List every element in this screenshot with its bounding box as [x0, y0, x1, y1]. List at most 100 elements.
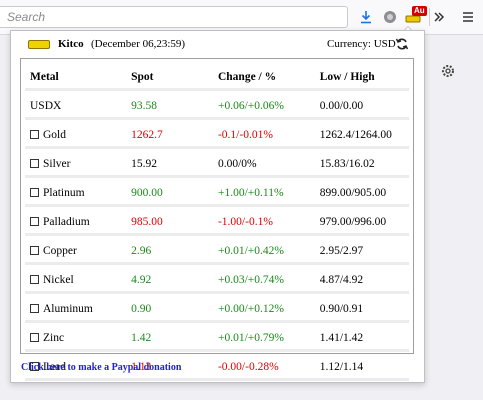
- column-header-metal: Metal: [25, 65, 127, 91]
- metal-name: Platinum: [43, 186, 85, 199]
- metal-checkbox[interactable]: [30, 332, 39, 342]
- metal-cell: Aluminum: [25, 297, 127, 323]
- metal-checkbox[interactable]: [30, 129, 39, 139]
- metal-name: Zinc: [43, 331, 65, 344]
- spot-price: 15.92: [126, 152, 213, 178]
- price-change: -0.1/-0.01%: [212, 123, 315, 149]
- table-row: USDX 93.58 +0.06/+0.06% 0.00/0.00: [25, 94, 409, 120]
- low-high: 1.12/1.14: [314, 355, 409, 381]
- price-change: +0.06/+0.06%: [212, 94, 315, 120]
- currency-label: Currency: USD: [327, 38, 396, 50]
- column-header-spot: Spot: [126, 65, 213, 91]
- column-header-change: Change / %: [212, 65, 315, 91]
- table-row: Nickel 4.92 +0.03/+0.74% 4.87/4.92: [25, 268, 409, 294]
- table-row: Copper 2.96 +0.01/+0.42% 2.95/2.97: [25, 239, 409, 265]
- overflow-button[interactable]: [428, 6, 450, 28]
- metal-name: Lead: [43, 360, 66, 373]
- prices-table-box: Metal Spot Change / % Low / High USDX 93.…: [20, 58, 414, 381]
- hamburger-menu-icon: [463, 12, 473, 22]
- au-badge: Au: [412, 6, 427, 16]
- low-high: 2.95/2.97: [314, 239, 409, 265]
- table-row: Palladium 985.00 -1.00/-0.1% 979.00/996.00: [25, 210, 409, 236]
- price-change: +0.03/+0.74%: [212, 268, 315, 294]
- download-icon: [361, 11, 371, 24]
- metal-checkbox[interactable]: [30, 187, 39, 197]
- metal-cell: Silver: [25, 152, 127, 178]
- table-row: Zinc 1.42 +0.01/+0.79% 1.41/1.42: [25, 326, 409, 352]
- menu-button[interactable]: [457, 6, 479, 28]
- spot-price: 1.42: [126, 326, 213, 352]
- low-high: 1.41/1.42: [314, 326, 409, 352]
- price-change: +0.01/+0.42%: [212, 239, 315, 265]
- metal-name: Gold: [43, 128, 66, 141]
- metal-cell: Palladium: [25, 210, 127, 236]
- metal-cell: Platinum: [25, 181, 127, 207]
- metal-cell: Nickel: [25, 268, 127, 294]
- low-high: 1262.4/1264.00: [314, 123, 409, 149]
- metal-name: Silver: [43, 157, 71, 170]
- refresh-icon[interactable]: [395, 37, 409, 51]
- table-body: USDX 93.58 +0.06/+0.06% 0.00/0.00 Gold 1262.7…: [25, 94, 409, 381]
- table-row: Platinum 900.00 +1.00/+0.11% 899.00/905.00: [25, 181, 409, 207]
- popup-arrow: [402, 26, 414, 32]
- price-change: -1.00/-0.1%: [212, 210, 315, 236]
- spot-price: 985.00: [126, 210, 213, 236]
- table-row: Aluminum 0.90 +0.00/+0.12% 0.90/0.91: [25, 297, 409, 323]
- search-box[interactable]: Search: [0, 6, 348, 28]
- gold-bar-icon: [405, 15, 421, 23]
- low-high: 4.87/4.92: [314, 268, 409, 294]
- spot-price: 1262.7: [126, 123, 213, 149]
- download-button[interactable]: [355, 6, 377, 28]
- metal-checkbox[interactable]: [30, 158, 39, 168]
- metal-checkbox[interactable]: [30, 303, 39, 313]
- search-input[interactable]: Search: [7, 10, 46, 24]
- spot-price: 2.96: [126, 239, 213, 265]
- low-high: 0.00/0.00: [314, 94, 409, 120]
- metal-cell: Lead: [25, 355, 127, 381]
- metal-name: Palladium: [43, 215, 90, 228]
- update-date: (December 06,23:59): [91, 38, 186, 50]
- metal-checkbox[interactable]: [30, 216, 39, 226]
- metal-cell: Gold: [25, 123, 127, 149]
- price-change: +1.00/+0.11%: [212, 181, 315, 207]
- price-change: +0.01/+0.79%: [212, 326, 315, 352]
- toolbar-separator: [429, 8, 430, 26]
- column-header-low-high: Low / High: [314, 65, 409, 91]
- extension-button[interactable]: [379, 6, 401, 28]
- gear-icon[interactable]: [440, 63, 456, 79]
- kitco-extension-button[interactable]: [402, 6, 424, 28]
- metal-checkbox[interactable]: [30, 274, 39, 284]
- metal-checkbox[interactable]: [30, 361, 39, 371]
- table-row: Silver 15.92 0.00/0% 15.83/16.02: [25, 152, 409, 178]
- low-high: 979.00/996.00: [314, 210, 409, 236]
- paypal-donation-link[interactable]: Click here to make a Paypal donation: [21, 362, 182, 373]
- globe-icon: [384, 11, 396, 23]
- spot-price: 4.92: [126, 268, 213, 294]
- browser-toolbar: Search Au: [0, 0, 483, 35]
- metal-cell: USDX: [25, 94, 127, 120]
- metal-cell: Copper: [25, 239, 127, 265]
- price-change: -0.00/-0.28%: [212, 355, 315, 381]
- kitco-popup: Kitco (December 06,23:59) Currency: USD …: [10, 30, 425, 383]
- low-high: 15.83/16.02: [314, 152, 409, 178]
- low-high: 899.00/905.00: [314, 181, 409, 207]
- table-row: Gold 1262.7 -0.1/-0.01% 1262.4/1264.00: [25, 123, 409, 149]
- popup-header: Kitco (December 06,23:59) Currency: USD: [11, 31, 424, 59]
- double-chevron-right-icon: [434, 12, 445, 22]
- spot-price: 0.90: [126, 297, 213, 323]
- metal-name: Nickel: [43, 273, 74, 286]
- brand-name: Kitco: [58, 38, 84, 50]
- spot-price: 900.00: [126, 181, 213, 207]
- metal-name: Copper: [43, 244, 77, 257]
- metal-checkbox[interactable]: [30, 245, 39, 255]
- kitco-logo-icon: [28, 40, 50, 49]
- metal-cell: Zinc: [25, 326, 127, 352]
- price-change: +0.00/+0.12%: [212, 297, 315, 323]
- spot-price: 1.13: [126, 355, 213, 381]
- table-row: Lead 1.13 -0.00/-0.28% 1.12/1.14: [25, 355, 409, 381]
- prices-table: Metal Spot Change / % Low / High USDX 93.…: [25, 62, 409, 384]
- table-header-row: Metal Spot Change / % Low / High: [25, 65, 409, 91]
- metal-name: Aluminum: [43, 302, 93, 315]
- price-change: 0.00/0%: [212, 152, 315, 178]
- metal-name: USDX: [30, 99, 62, 112]
